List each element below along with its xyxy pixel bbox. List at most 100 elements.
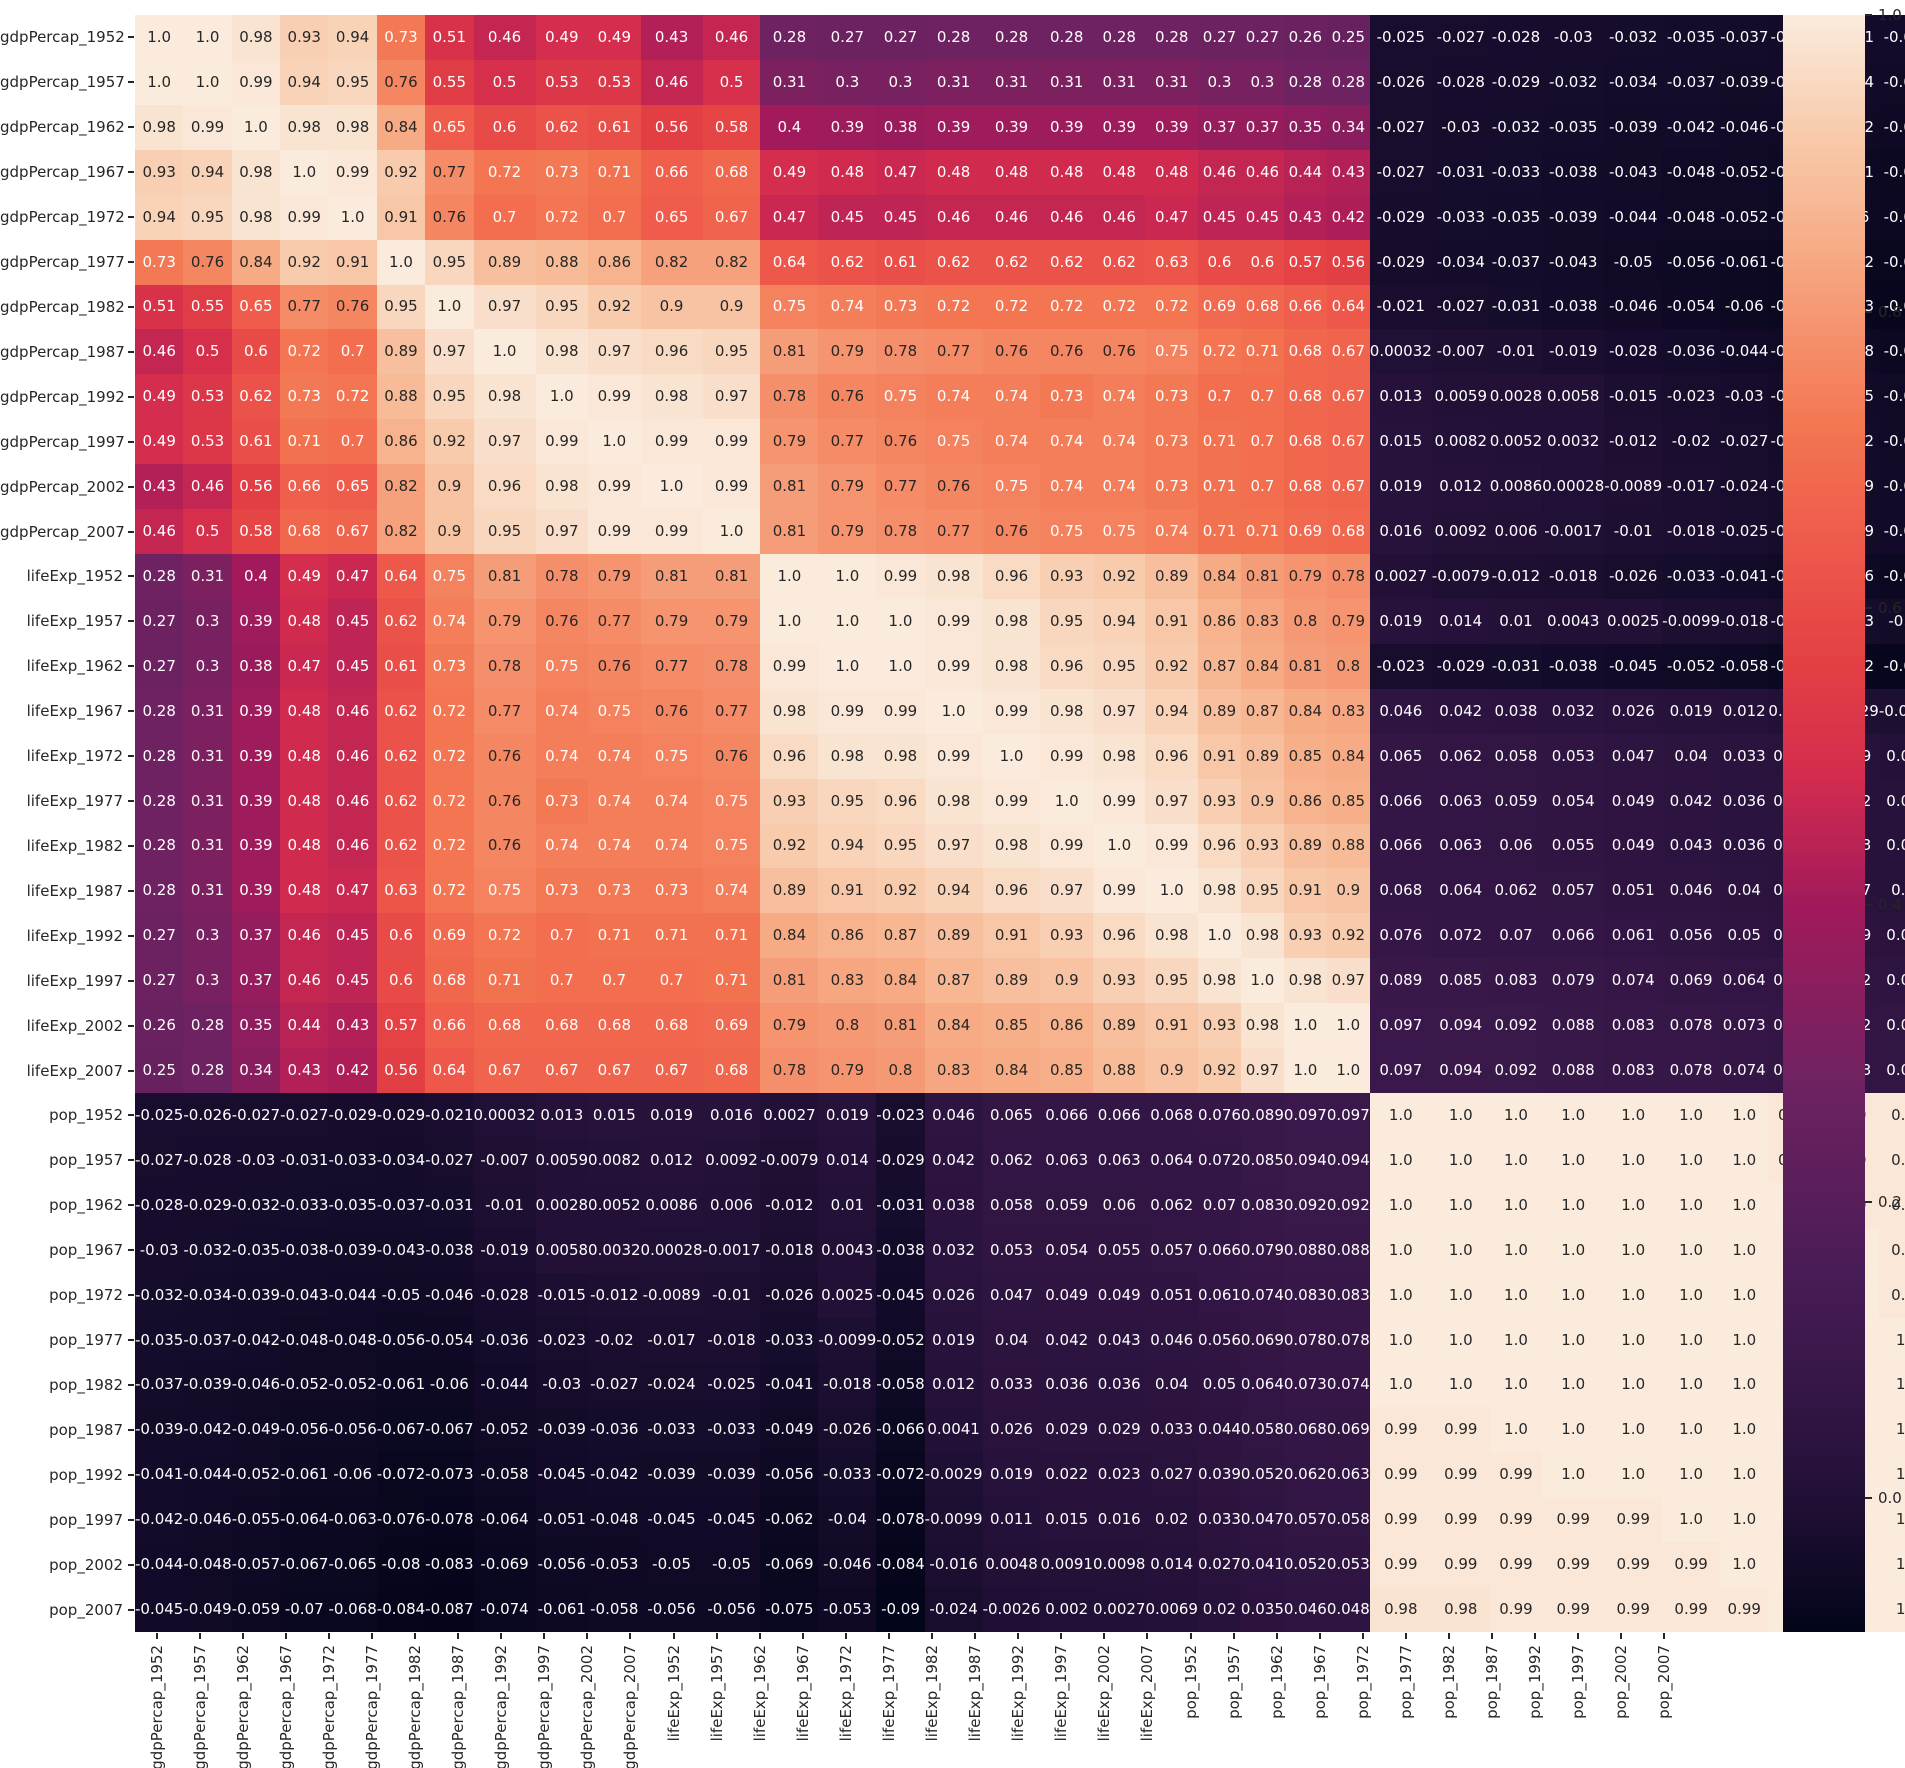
x-tick-label: gdpPercap_2007 xyxy=(621,1645,640,1768)
heatmap-cell: 0.96 xyxy=(1092,913,1146,959)
heatmap-cell: 0.035 xyxy=(1240,1587,1284,1632)
heatmap-cell: -0.027 xyxy=(425,1137,474,1183)
heatmap-cell: 0.42 xyxy=(328,1048,377,1093)
x-tick-mark xyxy=(1146,1633,1149,1639)
heatmap-cell: -0.061 xyxy=(280,1452,329,1498)
y-tick-mark xyxy=(128,1159,134,1162)
heatmap-cell: 0.99 xyxy=(1662,1542,1721,1588)
x-tick-mark xyxy=(758,1633,761,1639)
heatmap-cell: -0.038 xyxy=(1542,149,1605,195)
heatmap-cell: -0.0089 xyxy=(640,1272,703,1318)
heatmap-cell: 0.097 xyxy=(1326,1093,1370,1138)
heatmap-cell: 0.71 xyxy=(1197,464,1241,510)
heatmap-cell: 0.97 xyxy=(1040,868,1093,914)
y-tick-mark xyxy=(128,710,134,713)
heatmap-cell: 0.057 xyxy=(1145,1227,1198,1273)
heatmap-cell: 0.092 xyxy=(1326,1182,1370,1228)
heatmap-cell: 0.038 xyxy=(1489,688,1543,734)
heatmap-cell: 0.55 xyxy=(425,59,474,105)
heatmap-cell: 0.6 xyxy=(1240,239,1284,285)
y-tick-mark xyxy=(128,889,134,892)
heatmap-cell: -0.028 xyxy=(473,1272,536,1318)
heatmap-cell: 0.0059 xyxy=(535,1137,589,1183)
heatmap-cell: 0.058 xyxy=(1878,1048,1905,1093)
heatmap-cell: 0.052 xyxy=(1283,1542,1327,1588)
heatmap-cell: 0.46 xyxy=(1092,194,1146,240)
heatmap-cell: 0.012 xyxy=(640,1137,703,1183)
heatmap-cell: -0.045 xyxy=(640,1497,703,1543)
heatmap-cell: 1.0 xyxy=(1662,1137,1721,1183)
colorbar-tick-mark xyxy=(1865,310,1872,313)
x-tick-label: lifeExp_1982 xyxy=(923,1645,942,1742)
heatmap-cell: 0.31 xyxy=(1040,59,1093,105)
heatmap-cell: 0.072 xyxy=(1197,1137,1241,1183)
heatmap-cell: 0.66 xyxy=(640,149,703,195)
heatmap-cell: 0.83 xyxy=(1326,688,1370,734)
y-tick-mark xyxy=(128,844,134,847)
heatmap-cell: 0.67 xyxy=(328,509,377,554)
heatmap-cell: 0.94 xyxy=(924,868,983,914)
heatmap-cell: -0.059 xyxy=(231,1587,281,1632)
heatmap-cell: 0.026 xyxy=(1604,688,1663,734)
heatmap-cell: 0.95 xyxy=(876,823,925,869)
heatmap-cell: -0.028 xyxy=(135,1182,184,1228)
heatmap-cell: 0.95 xyxy=(425,374,474,420)
x-tick-mark xyxy=(284,1633,287,1639)
heatmap-cell: 0.99 xyxy=(640,419,703,465)
heatmap-cell: -0.05 xyxy=(376,1272,426,1318)
heatmap-cell: -0.068 xyxy=(328,1587,377,1632)
heatmap-cell: 0.0059 xyxy=(1431,374,1490,420)
heatmap-cell: 0.44 xyxy=(280,1003,329,1049)
heatmap-cell: 0.77 xyxy=(702,688,761,734)
heatmap-cell: 0.033 xyxy=(1720,733,1769,779)
heatmap-cell: 0.95 xyxy=(702,329,761,375)
heatmap-cell: 0.074 xyxy=(1720,1048,1769,1093)
heatmap-cell: 0.28 xyxy=(135,868,184,914)
heatmap-cell: 0.019 xyxy=(1369,464,1432,510)
heatmap-cell: -0.018 xyxy=(760,1227,819,1273)
heatmap-cell: 0.91 xyxy=(1145,1003,1198,1049)
heatmap-cell: 0.76 xyxy=(473,733,536,779)
heatmap-cell: -0.039 xyxy=(702,1452,761,1498)
heatmap-cell: -0.018 xyxy=(702,1317,761,1363)
y-tick-label: gdpPercap_2007 xyxy=(0,522,125,541)
heatmap-cell: 0.72 xyxy=(425,823,474,869)
heatmap-cell: 0.47 xyxy=(328,868,377,914)
heatmap-cell: -0.043 xyxy=(1604,149,1663,195)
x-tick-mark xyxy=(672,1633,675,1639)
heatmap-cell: 0.041 xyxy=(1240,1542,1284,1588)
heatmap-cell: 0.68 xyxy=(1283,419,1327,465)
heatmap-cell: 0.074 xyxy=(1604,958,1663,1004)
heatmap-cell: -0.064 xyxy=(1878,149,1905,195)
heatmap-cell: 0.46 xyxy=(1040,194,1093,240)
heatmap-cell: -0.083 xyxy=(425,1542,474,1588)
heatmap-cell: -0.018 xyxy=(1720,598,1769,644)
heatmap-cell: 0.04 xyxy=(1145,1362,1198,1408)
heatmap-cell: 1.0 xyxy=(1542,1182,1605,1228)
heatmap-cell: 0.28 xyxy=(982,15,1041,60)
y-tick-label: pop_1967 xyxy=(49,1241,123,1260)
heatmap-cell: -0.043 xyxy=(376,1227,426,1273)
heatmap-cell: 0.46 xyxy=(473,15,536,60)
heatmap-cell: -0.035 xyxy=(328,1182,377,1228)
y-tick-label: lifeExp_1952 xyxy=(26,567,123,586)
heatmap-cell: 0.9 xyxy=(1040,958,1093,1004)
heatmap-cell: 0.84 xyxy=(924,1003,983,1049)
heatmap-cell: -0.042 xyxy=(231,1317,281,1363)
heatmap-cell: 0.68 xyxy=(588,1003,641,1049)
heatmap-cell: -0.029 xyxy=(376,1093,426,1138)
x-tick-label: lifeExp_1957 xyxy=(707,1645,726,1742)
heatmap-cell: 0.67 xyxy=(588,1048,641,1093)
heatmap-cell: 0.45 xyxy=(818,194,877,240)
heatmap-cell: 0.81 xyxy=(760,958,819,1004)
heatmap-cell: 0.98 xyxy=(924,778,983,824)
heatmap-cell: -0.062 xyxy=(1878,554,1905,599)
colorbar xyxy=(1783,15,1865,1632)
heatmap-cell: 0.04 xyxy=(1720,868,1769,914)
heatmap-cell: 0.83 xyxy=(924,1048,983,1093)
heatmap-cell: 0.76 xyxy=(640,688,703,734)
heatmap-cell: 0.72 xyxy=(535,194,589,240)
heatmap-cell: 0.99 xyxy=(1878,1137,1905,1183)
heatmap-cell: 0.97 xyxy=(473,419,536,465)
heatmap-cell: 0.063 xyxy=(1040,1137,1093,1183)
